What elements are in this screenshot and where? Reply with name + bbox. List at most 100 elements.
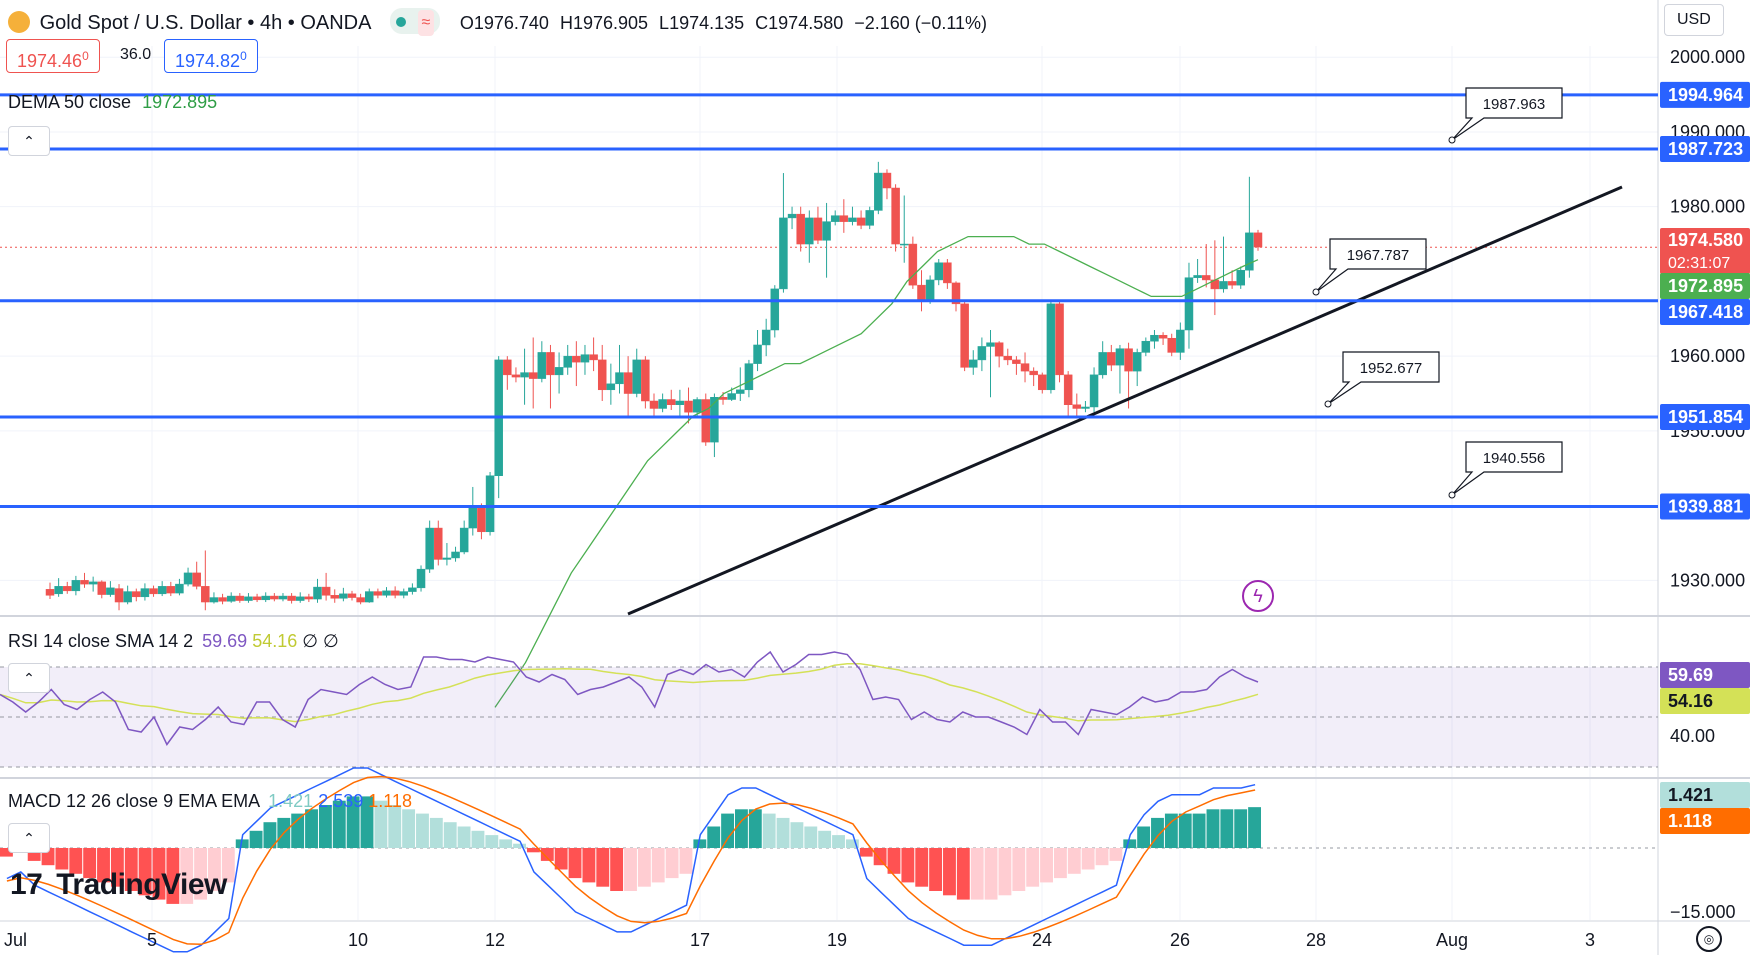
candle-body	[658, 399, 667, 409]
candle	[485, 472, 495, 536]
macd-histogram-bar	[526, 848, 540, 853]
candle	[54, 578, 63, 597]
candle	[1089, 367, 1099, 413]
candle	[183, 567, 193, 587]
macd-histogram-bar	[55, 848, 69, 870]
candle	[1012, 356, 1021, 375]
level-axis-label: 1967.418	[1668, 302, 1743, 322]
macd-axis-tick: −15.000	[1670, 902, 1736, 922]
candle	[580, 344, 590, 375]
candle	[615, 344, 624, 394]
candle-body	[1176, 329, 1185, 353]
candle-body	[960, 303, 969, 368]
macd-histogram-bar	[776, 817, 790, 848]
candle-body	[813, 217, 823, 241]
candle-body	[546, 352, 555, 376]
candle	[149, 585, 158, 597]
market-status-toggle[interactable]: ≈	[389, 8, 441, 36]
candle-body	[503, 359, 512, 376]
dema-value: 1972.895	[142, 92, 218, 112]
currency-label: USD	[1677, 11, 1711, 28]
candle	[408, 583, 417, 595]
lightning-icon[interactable]: ϟ	[1242, 580, 1274, 612]
ask-button[interactable]: 1974.820	[164, 39, 258, 73]
candle	[1132, 348, 1142, 387]
candle-body	[796, 213, 805, 245]
bid-price: 1974.46	[17, 51, 83, 71]
candle	[537, 341, 547, 383]
candle	[123, 585, 132, 605]
macd-signal-value: 1.118	[368, 791, 412, 811]
candle	[744, 359, 754, 398]
macd-legend[interactable]: MACD 12 26 close 9 EMA EMA 1.421 2.539 1…	[8, 791, 412, 812]
rsi-legend[interactable]: RSI 14 close SMA 14 2 59.69 54.16 ∅ ∅	[8, 631, 339, 652]
candle-body	[365, 591, 374, 603]
macd-histogram-bar	[693, 839, 707, 848]
bid-button[interactable]: 1974.460	[6, 39, 100, 73]
candle	[908, 236, 918, 289]
macd-histogram-bar	[457, 826, 471, 848]
macd-hist-axis-label: 1.421	[1668, 785, 1713, 805]
candle-body	[149, 588, 158, 595]
candle	[218, 593, 227, 605]
candle-body	[882, 172, 892, 189]
settings-gear-icon[interactable]: ◎	[1696, 926, 1722, 952]
candle-body	[45, 589, 55, 596]
candle	[623, 356, 633, 416]
macd-histogram-bar	[318, 805, 332, 848]
callout-anchor	[1448, 491, 1456, 499]
macd-histogram-bar	[0, 848, 13, 857]
symbol-title[interactable]: Gold Spot / U.S. Dollar • 4h • OANDA	[39, 12, 371, 34]
candle-body	[1089, 374, 1099, 408]
candle-body	[994, 342, 1004, 357]
candle	[373, 588, 383, 599]
macd-histogram-bar	[735, 809, 748, 848]
dema-legend[interactable]: DEMA 50 close 1972.895	[8, 92, 217, 113]
macd-histogram-bar	[637, 848, 651, 887]
candle-body	[580, 354, 590, 363]
candle-body	[874, 172, 883, 211]
candle-body	[183, 572, 193, 585]
collapse-macd-chevron-up-icon[interactable]: ⌃	[8, 823, 50, 853]
candle-body	[390, 590, 400, 596]
candle	[589, 337, 598, 372]
candle	[1193, 259, 1202, 283]
macd-histogram-bar	[1123, 839, 1137, 848]
collapse-rsi-chevron-up-icon[interactable]: ⌃	[8, 663, 50, 693]
macd-signal-line	[6, 775, 1256, 946]
candle	[295, 592, 305, 603]
candle-body	[1055, 303, 1064, 376]
currency-selector[interactable]: USD	[1664, 4, 1724, 36]
level-axis-label: 1987.723	[1668, 139, 1743, 159]
macd-histogram-bar	[721, 813, 735, 848]
macd-histogram-bar	[1081, 848, 1095, 870]
price-callout	[1312, 238, 1427, 296]
candle-body	[736, 389, 745, 394]
candle	[1055, 300, 1064, 383]
candle-body	[63, 586, 72, 592]
candle-body	[1219, 281, 1228, 290]
callout-box	[1451, 87, 1563, 141]
candle-body	[295, 596, 305, 601]
tradingview-logo[interactable]: 17 TradingView	[10, 868, 227, 902]
macd-histogram-bar	[235, 839, 249, 848]
rsi-sma-axis-label-bg	[1660, 688, 1750, 714]
candle-body	[701, 399, 711, 443]
candle	[597, 344, 607, 401]
collapse-main-chevron-up-icon[interactable]: ⌃	[8, 126, 50, 156]
candle	[1158, 332, 1168, 345]
candle-body	[597, 359, 607, 391]
candle	[606, 363, 616, 405]
candle-body	[977, 346, 987, 361]
time-axis-tick: Aug	[1436, 930, 1468, 950]
candle-body	[373, 591, 383, 596]
candle	[805, 210, 814, 263]
candle-body	[1132, 352, 1142, 372]
macd-histogram-bar	[97, 848, 110, 883]
candle-body	[339, 593, 348, 599]
candle-body	[1072, 404, 1082, 409]
candle	[692, 397, 702, 416]
price-axis-tick: 2000.000	[1670, 47, 1745, 67]
macd-histogram-bar	[859, 848, 873, 857]
